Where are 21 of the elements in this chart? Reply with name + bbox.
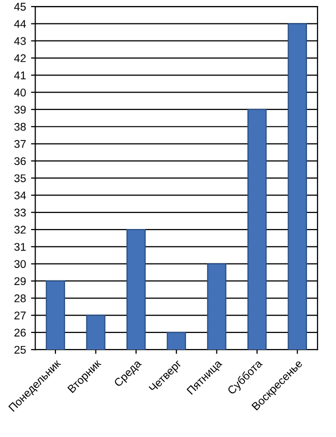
y-tick-label: 34	[14, 191, 26, 200]
y-tick-label: 39	[14, 106, 26, 114]
y-tick-label: 45	[14, 2, 26, 11]
y-tick-label: 42	[14, 54, 26, 62]
y-tick-label: 38	[14, 122, 26, 131]
y-tick-label: 31	[14, 242, 26, 251]
y-tick-label: 29	[14, 277, 26, 286]
y-tick-label: 43	[14, 37, 26, 45]
y-tick-label: 26	[14, 328, 26, 337]
y-tick-label: 36	[14, 157, 26, 166]
y-tick-label: 30	[14, 260, 26, 268]
y-tick-label: 28	[14, 294, 26, 302]
y-tick-label: 33	[14, 208, 26, 217]
y-tick-label: 37	[14, 140, 26, 148]
y-tick-label: 41	[14, 72, 26, 80]
y-tick-label: 44	[14, 20, 26, 28]
y-tick-label: 27	[14, 312, 26, 320]
y-tick-label: 32	[14, 226, 26, 234]
y-tick-label: 25	[14, 346, 26, 354]
y-tick-label: 40	[14, 88, 26, 96]
y-tick-label: 35	[14, 174, 26, 182]
